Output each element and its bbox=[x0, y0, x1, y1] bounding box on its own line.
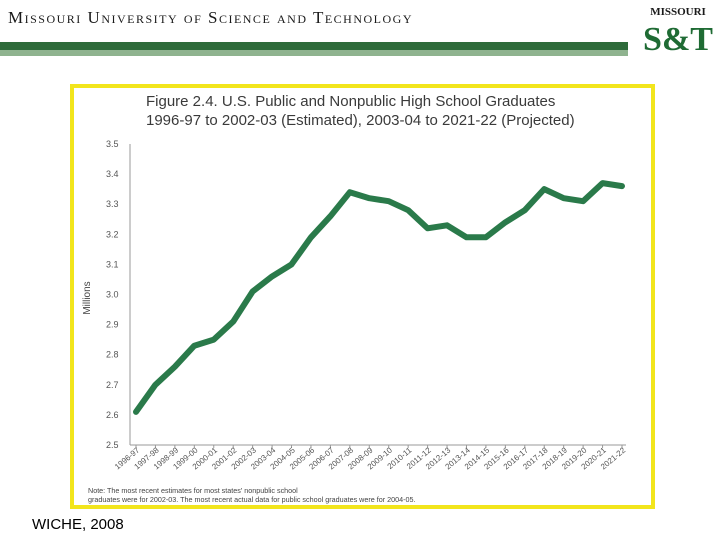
figure-title-line1: Figure 2.4. U.S. Public and Nonpublic Hi… bbox=[146, 93, 556, 110]
y-tick-label: 3.0 bbox=[106, 290, 119, 300]
note-line-2: graduates were for 2002-03. The most rec… bbox=[88, 495, 416, 504]
y-tick-label: 2.5 bbox=[106, 440, 119, 450]
figure-frame: Figure 2.4. U.S. Public and Nonpublic Hi… bbox=[70, 84, 655, 509]
y-axis-label: Millions bbox=[82, 281, 93, 314]
line-chart: 2.52.62.72.82.93.03.13.23.33.43.5 1996-9… bbox=[82, 139, 628, 504]
y-tick-label: 3.2 bbox=[106, 229, 119, 239]
note-line-1: Note: The most recent estimates for most… bbox=[88, 486, 298, 495]
logo-main-text: S&T bbox=[643, 21, 713, 58]
y-tick-label: 2.9 bbox=[106, 320, 119, 330]
y-tick-label: 3.5 bbox=[106, 139, 119, 149]
y-tick-label: 2.6 bbox=[106, 410, 119, 420]
logo-top-text: MISSOURI bbox=[650, 6, 706, 18]
header-divider-dark bbox=[0, 42, 628, 50]
y-tick-label: 2.8 bbox=[106, 350, 119, 360]
y-tick-label: 3.3 bbox=[106, 199, 119, 209]
source-citation: WICHE, 2008 bbox=[32, 516, 124, 533]
figure-title-line2: 1996-97 to 2002-03 (Estimated), 2003-04 … bbox=[146, 112, 575, 129]
header-divider-light bbox=[0, 50, 628, 56]
figure-title: Figure 2.4. U.S. Public and Nonpublic Hi… bbox=[146, 92, 636, 130]
y-tick-label: 2.7 bbox=[106, 380, 119, 390]
y-tick-label: 3.1 bbox=[106, 259, 119, 269]
graduates-series-line bbox=[133, 180, 625, 415]
snt-logo: MISSOURI S&T bbox=[640, 4, 716, 62]
university-title: Missouri University of Science and Techn… bbox=[8, 8, 414, 27]
y-tick-label: 3.4 bbox=[106, 169, 119, 179]
